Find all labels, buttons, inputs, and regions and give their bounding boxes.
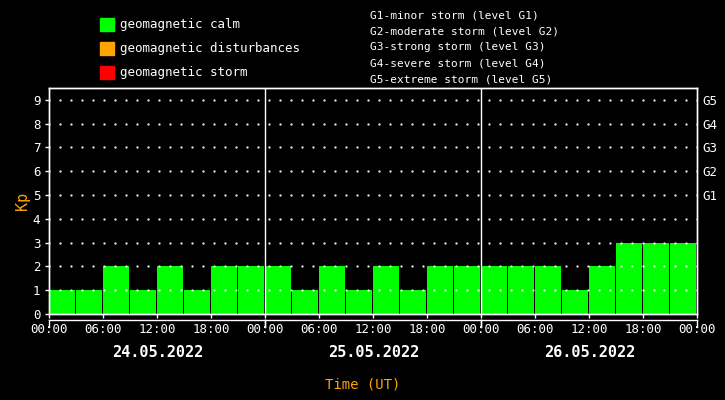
Bar (239, 266, 264, 314)
Bar (508, 266, 534, 314)
Bar (76, 290, 102, 314)
Text: geomagnetic calm: geomagnetic calm (120, 18, 240, 31)
Bar (455, 266, 480, 314)
Bar (671, 243, 696, 314)
Bar (481, 266, 507, 314)
Bar (49, 290, 75, 314)
Y-axis label: Kp: Kp (15, 192, 30, 210)
Text: 25.05.2022: 25.05.2022 (328, 345, 419, 360)
Bar (265, 266, 291, 314)
Text: G1-minor storm (level G1): G1-minor storm (level G1) (370, 10, 539, 20)
Bar (212, 266, 236, 314)
Bar (616, 243, 642, 314)
Text: Time (UT): Time (UT) (325, 378, 400, 392)
Bar (400, 290, 426, 314)
Bar (184, 290, 210, 314)
Bar (103, 266, 128, 314)
Bar (589, 266, 615, 314)
Text: G4-severe storm (level G4): G4-severe storm (level G4) (370, 58, 545, 68)
Text: 24.05.2022: 24.05.2022 (112, 345, 203, 360)
Text: G5-extreme storm (level G5): G5-extreme storm (level G5) (370, 74, 552, 84)
Bar (373, 266, 399, 314)
Bar (130, 290, 156, 314)
Text: G3-strong storm (level G3): G3-strong storm (level G3) (370, 42, 545, 52)
Bar (563, 290, 588, 314)
Bar (644, 243, 668, 314)
Bar (347, 290, 372, 314)
Bar (319, 266, 344, 314)
Text: geomagnetic storm: geomagnetic storm (120, 66, 247, 79)
Text: 26.05.2022: 26.05.2022 (544, 345, 635, 360)
Bar (427, 266, 452, 314)
Bar (292, 290, 318, 314)
Text: geomagnetic disturbances: geomagnetic disturbances (120, 42, 300, 55)
Text: G2-moderate storm (level G2): G2-moderate storm (level G2) (370, 26, 559, 36)
Bar (157, 266, 183, 314)
Bar (535, 266, 560, 314)
